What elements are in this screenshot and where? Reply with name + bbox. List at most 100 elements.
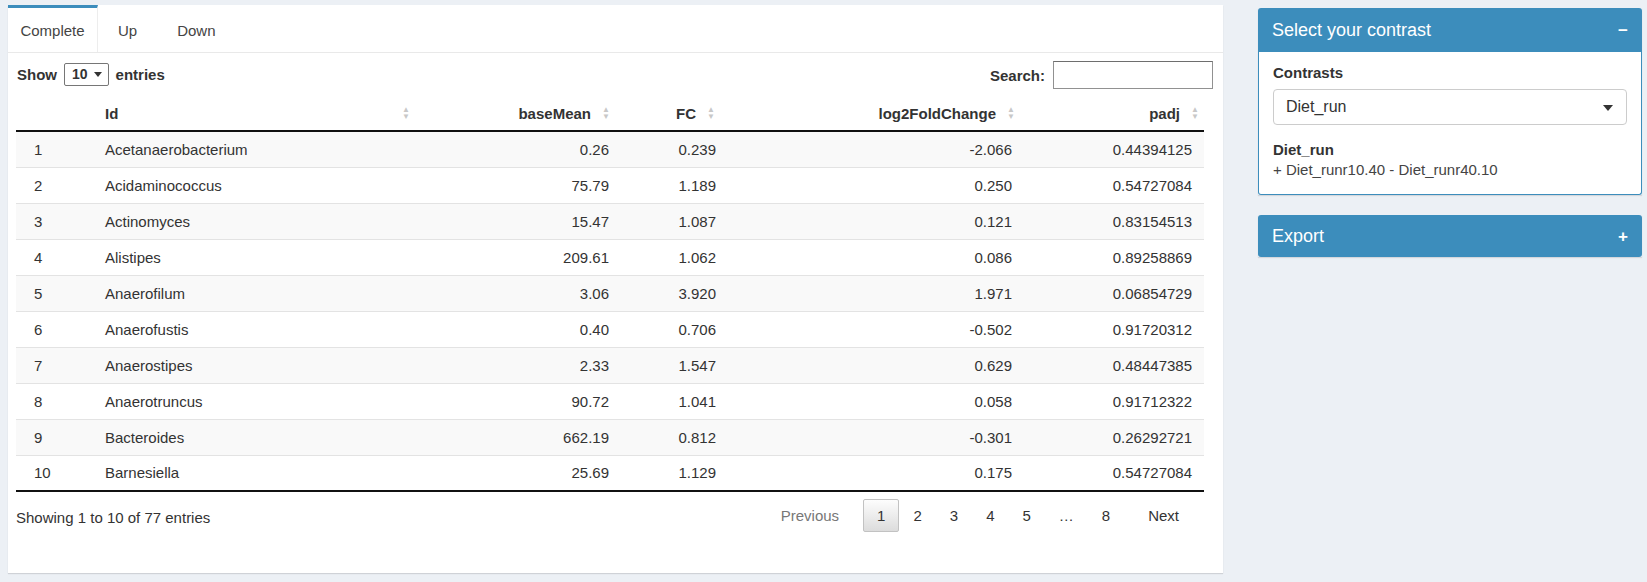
pagination-page-2[interactable]: 2 (899, 499, 935, 532)
padj-cell: 0.44394125 (1020, 131, 1204, 167)
padj-cell: 0.91720312 (1020, 311, 1204, 347)
log2foldchange-cell: -2.066 (720, 131, 1020, 167)
sidebar-column: Select your contrast − Contrasts Diet_ru… (1258, 8, 1642, 257)
tab-complete[interactable]: Complete (8, 5, 98, 52)
pagination-page-4[interactable]: 4 (972, 499, 1008, 532)
log2foldchange-cell: 0.250 (720, 167, 1020, 203)
table-row[interactable]: 3Actinomyces15.471.0870.1210.83154513 (16, 203, 1204, 239)
sort-both-icon: ▲▼ (1007, 106, 1015, 120)
table-body: 1Acetanaerobacterium0.260.239-2.0660.443… (16, 131, 1204, 491)
results-table: Id▲▼baseMean▲▼FC▲▼log2FoldChange▲▼padj▲▼… (16, 96, 1204, 492)
export-box-header[interactable]: Export + (1258, 215, 1642, 257)
expand-plus-icon[interactable]: + (1618, 228, 1628, 245)
contrasts-field-label: Contrasts (1273, 64, 1627, 81)
pagination-page-5[interactable]: 5 (1008, 499, 1044, 532)
id-cell: Anaerostipes (90, 347, 415, 383)
padj-cell: 0.54727084 (1020, 167, 1204, 203)
search-label: Search: (990, 67, 1045, 84)
contrast-detail: Diet_run + Diet_runr10.40 - Diet_runr40.… (1273, 141, 1627, 178)
basemean-cell: 25.69 (415, 455, 615, 491)
column-header-basemean[interactable]: baseMean ▲▼ (415, 96, 615, 131)
fc-cell: 1.189 (615, 167, 720, 203)
page: Complete Up Down Show 10 entries Search: (0, 0, 1647, 582)
fc-cell: 1.041 (615, 383, 720, 419)
table-row[interactable]: 4Alistipes209.611.0620.0860.89258869 (16, 239, 1204, 275)
log2foldchange-cell: 0.058 (720, 383, 1020, 419)
fc-cell: 1.062 (615, 239, 720, 275)
pagination-previous-button[interactable]: Previous (767, 499, 853, 532)
contrast-box-title: Select your contrast (1272, 20, 1431, 41)
id-cell: Barnesiella (90, 455, 415, 491)
column-header-log2foldchange[interactable]: log2FoldChange ▲▼ (720, 96, 1020, 131)
id-cell: Anaerofustis (90, 311, 415, 347)
table-row[interactable]: 9Bacteroides662.190.812-0.3010.26292721 (16, 419, 1204, 455)
pagination-page-8[interactable]: 8 (1088, 499, 1124, 532)
tab-bar: Complete Up Down (8, 5, 1223, 53)
column-header-id[interactable]: Id▲▼ (90, 96, 415, 131)
column-header-label: baseMean (518, 105, 591, 122)
contrast-detail-title: Diet_run (1273, 141, 1627, 158)
column-header-label: Id (105, 105, 118, 122)
pagination-page-1[interactable]: 1 (863, 499, 899, 532)
column-header-label: FC (676, 105, 696, 122)
search-control: Search: (990, 61, 1213, 89)
column-header-label: log2FoldChange (879, 105, 997, 122)
padj-cell: 0.91712322 (1020, 383, 1204, 419)
fc-cell: 0.706 (615, 311, 720, 347)
select-caret-icon (1603, 105, 1613, 111)
table-row[interactable]: 6Anaerofustis0.400.706-0.5020.91720312 (16, 311, 1204, 347)
fc-cell: 1.129 (615, 455, 720, 491)
export-box: Export + (1258, 215, 1642, 257)
tab-up-label: Up (118, 22, 137, 39)
table-info: Showing 1 to 10 of 77 entries (16, 509, 210, 526)
contrast-select[interactable]: Diet_run (1273, 89, 1627, 125)
column-header-fc[interactable]: FC▲▼ (615, 96, 720, 131)
tab-complete-label: Complete (20, 22, 84, 39)
log2foldchange-cell: -0.502 (720, 311, 1020, 347)
row-index-cell: 9 (16, 419, 90, 455)
row-index-cell: 1 (16, 131, 90, 167)
table-row[interactable]: 10Barnesiella25.691.1290.1750.54727084 (16, 455, 1204, 491)
sort-both-icon: ▲▼ (1191, 106, 1199, 120)
log2foldchange-cell: -0.301 (720, 419, 1020, 455)
padj-cell: 0.48447385 (1020, 347, 1204, 383)
table-row[interactable]: 5Anaerofilum3.063.9201.9710.06854729 (16, 275, 1204, 311)
contrast-select-value: Diet_run (1286, 98, 1346, 116)
fc-cell: 0.812 (615, 419, 720, 455)
tab-down-label: Down (177, 22, 215, 39)
padj-cell: 0.54727084 (1020, 455, 1204, 491)
results-tab-box: Complete Up Down Show 10 entries Search: (8, 5, 1223, 573)
pagination-next-button[interactable]: Next (1134, 499, 1193, 532)
table-row[interactable]: 2Acidaminococcus75.791.1890.2500.5472708… (16, 167, 1204, 203)
id-cell: Actinomyces (90, 203, 415, 239)
page-length-control: Show 10 entries (17, 63, 165, 86)
tab-up[interactable]: Up (98, 8, 157, 52)
log2foldchange-cell: 0.629 (720, 347, 1020, 383)
caret-down-icon (94, 72, 102, 77)
id-cell: Acidaminococcus (90, 167, 415, 203)
page-length-select[interactable]: 10 (64, 63, 109, 86)
tab-down[interactable]: Down (157, 8, 235, 52)
basemean-cell: 90.72 (415, 383, 615, 419)
basemean-cell: 3.06 (415, 275, 615, 311)
table-row[interactable]: 1Acetanaerobacterium0.260.239-2.0660.443… (16, 131, 1204, 167)
export-box-title: Export (1272, 226, 1324, 247)
collapse-minus-icon[interactable]: − (1618, 22, 1628, 39)
basemean-cell: 662.19 (415, 419, 615, 455)
contrast-detail-formula: + Diet_runr10.40 - Diet_runr40.10 (1273, 161, 1627, 178)
column-header-index (16, 96, 90, 131)
row-index-cell: 6 (16, 311, 90, 347)
table-row[interactable]: 8Anaerotruncus90.721.0410.0580.91712322 (16, 383, 1204, 419)
table-controls: Show 10 entries Search: (8, 53, 1223, 96)
id-cell: Anaerotruncus (90, 383, 415, 419)
sort-both-icon: ▲▼ (602, 106, 610, 120)
id-cell: Anaerofilum (90, 275, 415, 311)
pagination-ellipsis: … (1045, 499, 1088, 532)
pagination-page-3[interactable]: 3 (936, 499, 972, 532)
contrast-box: Select your contrast − Contrasts Diet_ru… (1258, 8, 1642, 195)
log2foldchange-cell: 0.086 (720, 239, 1020, 275)
column-header-padj[interactable]: padj▲▼ (1020, 96, 1204, 131)
row-index-cell: 8 (16, 383, 90, 419)
search-input[interactable] (1053, 61, 1213, 89)
table-row[interactable]: 7Anaerostipes2.331.5470.6290.48447385 (16, 347, 1204, 383)
